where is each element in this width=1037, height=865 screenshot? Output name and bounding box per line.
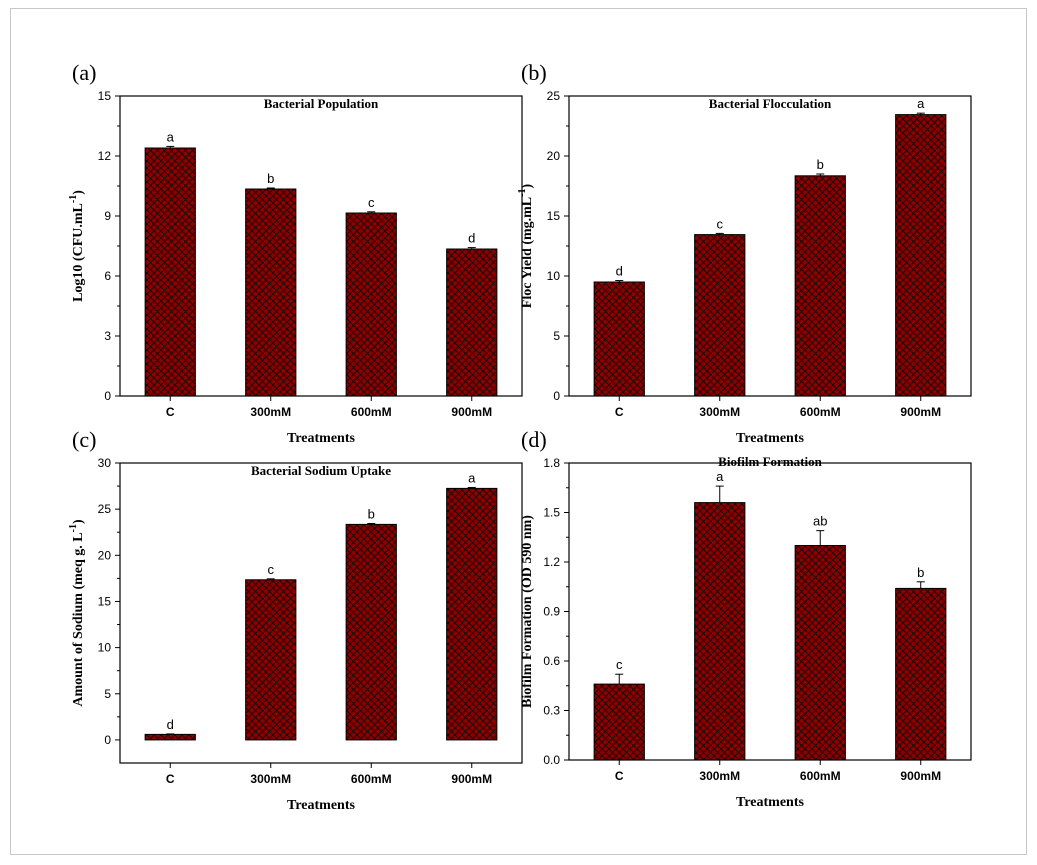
bar-1 <box>593 281 645 397</box>
y-tick-label: 15 <box>98 89 112 103</box>
y-tick-label: 12 <box>98 149 112 163</box>
y-tick-label: 0 <box>553 389 560 403</box>
significance-letter: d <box>616 264 623 279</box>
chart-title: Bacterial Flocculation <box>709 96 832 111</box>
y-tick-label: 5 <box>553 329 560 343</box>
significance-letter: a <box>917 96 925 111</box>
y-tick-label: 5 <box>104 687 111 701</box>
significance-letter: d <box>167 717 174 732</box>
bar-2 <box>694 502 746 761</box>
x-axis-label: Treatments <box>736 795 804 810</box>
x-tick-label: C <box>166 405 175 419</box>
x-tick-label: C <box>615 405 624 419</box>
y-tick-label: 15 <box>547 209 561 223</box>
y-tick-label: 10 <box>98 641 112 655</box>
significance-letter: b <box>817 157 824 172</box>
bar-3 <box>345 212 397 397</box>
y-tick-label: 1.8 <box>543 456 560 470</box>
panel-label: (b) <box>521 60 547 85</box>
x-tick-label: 600mM <box>800 769 841 783</box>
x-tick-label: 900mM <box>451 405 492 419</box>
x-tick-label: 900mM <box>451 772 492 786</box>
significance-letter: c <box>717 216 724 231</box>
y-tick-label: 0.9 <box>543 605 560 619</box>
y-tick-label: 0.3 <box>543 704 560 718</box>
x-axis-label: Treatments <box>287 431 355 446</box>
x-tick-label: C <box>615 769 624 783</box>
y-tick-label: 20 <box>547 149 561 163</box>
chart-title: Bacterial Sodium Uptake <box>251 463 391 478</box>
significance-letter: b <box>267 171 274 186</box>
bar-1 <box>144 733 196 741</box>
significance-letter: a <box>716 469 724 484</box>
x-tick-label: 600mM <box>351 405 392 419</box>
y-tick-label: 9 <box>104 209 111 223</box>
y-tick-label: 3 <box>104 329 111 343</box>
y-axis-label: Floc Yield (mg.mL-1) <box>517 183 535 308</box>
bar-4 <box>446 487 498 741</box>
y-tick-label: 6 <box>104 269 111 283</box>
chart-title: Bacterial Population <box>264 96 379 111</box>
bar-3 <box>794 175 846 397</box>
significance-letter: c <box>368 195 375 210</box>
panel-label: (c) <box>72 427 96 452</box>
y-axis-label: Biofilm Formation (OD 590 nm) <box>520 515 535 708</box>
x-tick-label: 600mM <box>800 405 841 419</box>
bar-4 <box>895 114 947 397</box>
panel-label: (d) <box>521 427 547 452</box>
x-axis-label: Treatments <box>287 798 355 813</box>
significance-letter: b <box>368 506 375 521</box>
y-tick-label: 0.0 <box>543 753 560 767</box>
bar-2 <box>245 188 297 397</box>
chart-panel-2: (b) Bacterial Flocculation d Cc 300mM b 600mM a… <box>517 60 972 446</box>
bar-1 <box>144 147 196 397</box>
x-tick-label: 300mM <box>699 769 740 783</box>
bar-2 <box>245 579 297 741</box>
y-tick-label: 30 <box>98 456 112 470</box>
significance-letter: b <box>917 565 924 580</box>
significance-letter: d <box>468 231 475 246</box>
y-tick-label: 0 <box>104 733 111 747</box>
y-tick-label: 20 <box>98 548 112 562</box>
x-tick-label: 300mM <box>699 405 740 419</box>
y-tick-label: 10 <box>547 269 561 283</box>
chart-panel-4: (d) Biofilm Formation c Ca 300mM ab 600mM b 900m… <box>520 427 972 810</box>
significance-letter: c <box>616 657 623 672</box>
significance-letter: a <box>167 129 175 144</box>
bar-2 <box>694 234 746 397</box>
significance-letter: a <box>468 470 476 485</box>
plot-frame <box>119 462 523 764</box>
y-tick-label: 1.5 <box>543 506 560 520</box>
x-tick-label: 600mM <box>351 772 392 786</box>
y-axis-label: Amount of Sodium (meq g. L-1) <box>68 519 86 707</box>
bar-3 <box>345 523 397 741</box>
bar-4 <box>895 587 947 761</box>
significance-letter: ab <box>813 514 827 529</box>
chart-panel-3: (c) Bacterial Sodium Uptake d Cc 300mM b 600mM… <box>68 427 523 813</box>
y-tick-label: 25 <box>547 89 561 103</box>
panel-label: (a) <box>72 60 96 85</box>
x-tick-label: 900mM <box>900 769 941 783</box>
chart-title: Biofilm Formation <box>718 454 822 469</box>
bar-4 <box>446 248 498 397</box>
x-tick-label: 300mM <box>250 772 291 786</box>
y-tick-label: 15 <box>98 594 112 608</box>
y-tick-label: 0.6 <box>543 654 560 668</box>
y-axis-label: Log10 (CFU.mL-1) <box>68 190 86 302</box>
significance-letter: c <box>268 562 275 577</box>
y-tick-label: 0 <box>104 389 111 403</box>
bar-1 <box>593 683 645 761</box>
chart-panel-1: (a)Bacterial PopulationaCb300mMc600mMd90… <box>68 60 523 446</box>
x-tick-label: C <box>166 772 175 786</box>
x-tick-label: 300mM <box>250 405 291 419</box>
y-tick-label: 1.2 <box>543 555 560 569</box>
y-tick-label: 25 <box>98 502 112 516</box>
bar-3 <box>794 545 846 761</box>
x-tick-label: 900mM <box>900 405 941 419</box>
x-axis-label: Treatments <box>736 431 804 446</box>
